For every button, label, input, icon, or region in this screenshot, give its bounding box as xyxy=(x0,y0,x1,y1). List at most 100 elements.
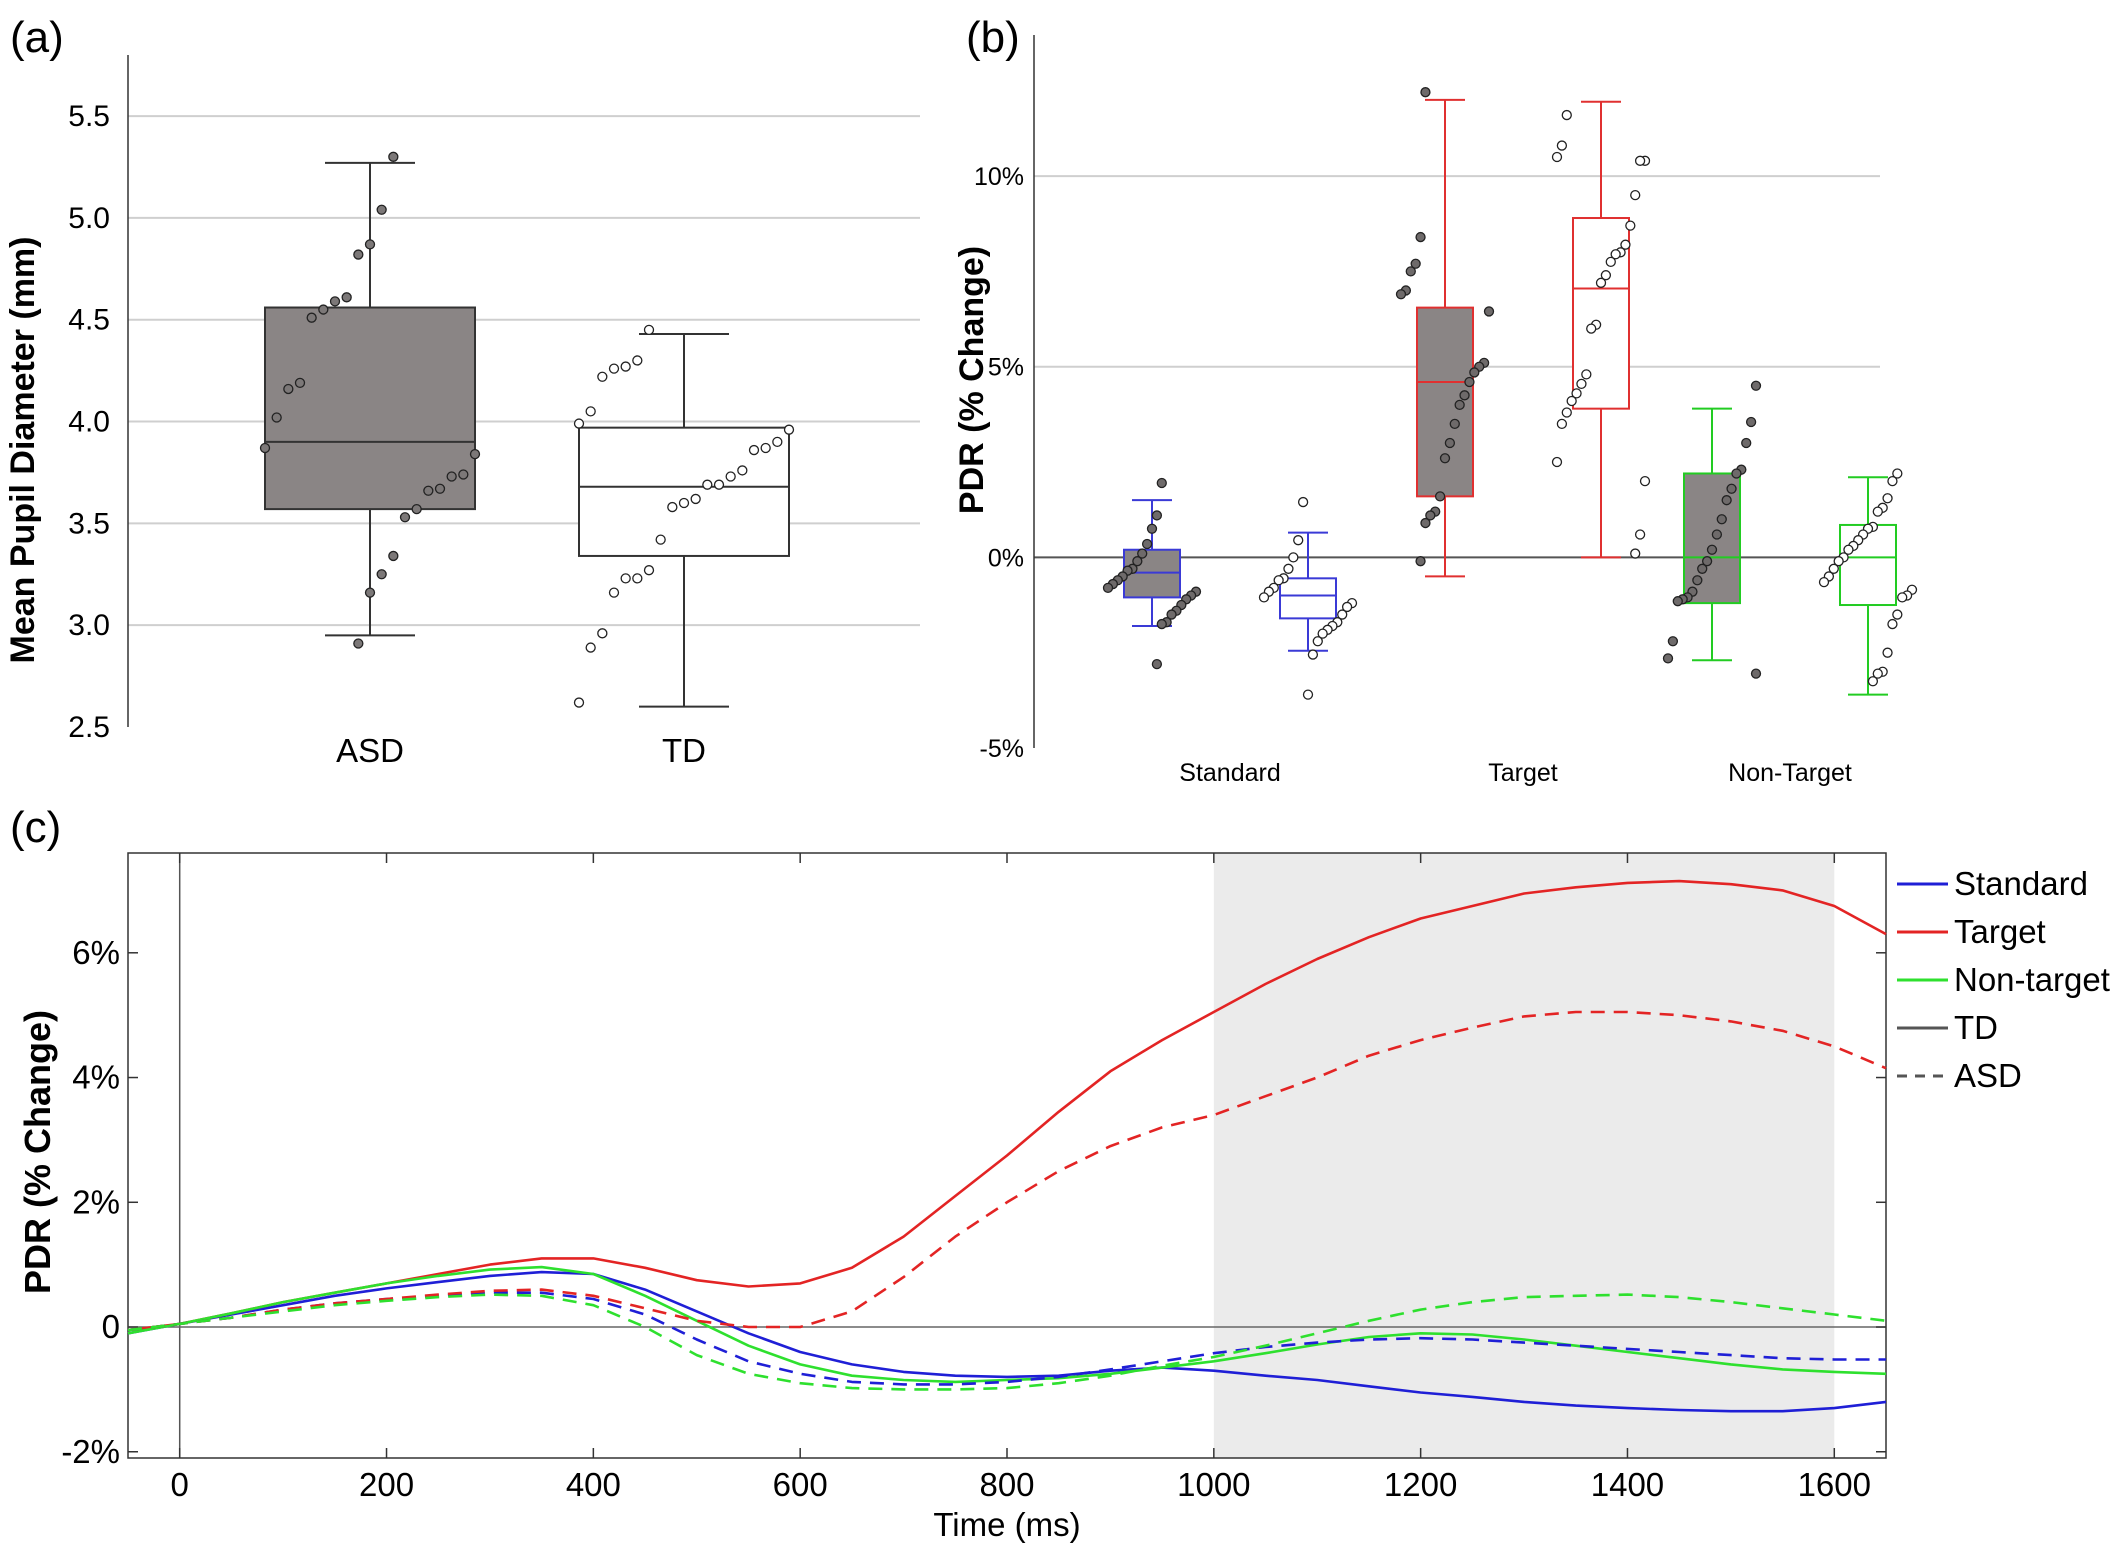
panel-b-data-point xyxy=(1146,523,1158,534)
panel-c-x-tick-label: 200 xyxy=(359,1466,414,1503)
panel-b-data-point xyxy=(1341,601,1353,613)
panel-c-series-lines xyxy=(127,879,1887,1413)
panel-a-data-point xyxy=(411,503,422,515)
panel-b-data-point xyxy=(1692,575,1703,586)
panel-a-data-point xyxy=(353,638,364,649)
panel-a-data-point xyxy=(283,383,294,395)
panel-c-legend-label: Non-target xyxy=(1954,961,2110,998)
panel-a-boxes xyxy=(264,161,790,708)
panel-c-x-tick-label: 1400 xyxy=(1591,1466,1664,1503)
panel-b-data-point xyxy=(1833,556,1844,567)
panel-a-data-point xyxy=(585,642,596,653)
panel-c-shaded-region xyxy=(1213,853,1835,1458)
panel-a-y-tick-label: 2.5 xyxy=(68,711,110,744)
panel-a-data-point xyxy=(702,479,713,490)
panel-b-data-point xyxy=(1425,510,1436,521)
panel-a-data-point xyxy=(632,355,643,366)
panel-a-data-point xyxy=(329,296,341,307)
panel-b-data-point xyxy=(1258,592,1270,603)
panel-c-shaded-window xyxy=(1213,853,1835,1458)
panel-b-data-point xyxy=(1605,256,1616,268)
panel-b-data-point xyxy=(1667,636,1679,647)
panel-b-data-point xyxy=(1288,552,1299,563)
panel-a-data-point xyxy=(713,479,725,490)
panel-b-data-point xyxy=(1897,592,1908,603)
panel-b-data-point xyxy=(1156,477,1167,489)
panel-c-x-axis-title: Time (ms) xyxy=(933,1506,1080,1543)
panel-a-data-point xyxy=(573,418,585,429)
panel-b-data-point xyxy=(1283,563,1294,574)
panel-a-data-point xyxy=(737,465,748,476)
panel-a-points xyxy=(259,151,795,708)
panel-a-gridlines xyxy=(128,115,920,627)
panel-b-data-point xyxy=(1556,418,1568,430)
panel-a-data-point xyxy=(620,573,631,584)
panel-b-data-point xyxy=(1701,556,1713,567)
panel-a-x-tick-label: ASD xyxy=(336,732,404,769)
panel-b-data-point xyxy=(1410,258,1421,269)
panel-b-data-point xyxy=(1867,676,1879,687)
panel-a-data-point xyxy=(632,573,643,584)
panel-b-data-point xyxy=(1625,220,1636,231)
panel-b-boxes xyxy=(1123,98,1897,696)
panel-c-x-tick-label: 1000 xyxy=(1177,1466,1250,1503)
panel-c-y-tick-label: 2% xyxy=(72,1183,120,1220)
panel-b-data-point xyxy=(1561,407,1572,418)
panel-c-x-tick-label: 0 xyxy=(171,1466,189,1503)
panel-a-y-tick-label: 5.5 xyxy=(68,100,110,133)
panel-b-data-point xyxy=(1750,668,1762,679)
panel-b-data-point xyxy=(1721,495,1732,506)
panel-a-data-point xyxy=(399,512,411,523)
panel-c: (c) 0 200 400 600 800 1000 1200 1400 1600 -2% 0 2% 4… xyxy=(10,803,2110,1543)
panel-c-x-tick-label: 1200 xyxy=(1384,1466,1457,1503)
panel-b-data-point xyxy=(1818,576,1830,588)
panel-b-y-tick-label: 10% xyxy=(974,163,1024,191)
panel-b-data-point xyxy=(1697,563,1708,574)
panel-a-y-tick-label: 4.0 xyxy=(68,406,110,439)
panel-c-line-standard-td xyxy=(127,1270,1887,1413)
panel-b-data-point xyxy=(1595,277,1607,288)
panel-b-box xyxy=(1416,306,1474,498)
panel-b-data-point xyxy=(1273,575,1284,586)
panel-a-data-point xyxy=(318,304,329,315)
panel-c-y-axis-title: PDR (% Change) xyxy=(17,1010,58,1294)
panel-b-data-point xyxy=(1882,493,1893,504)
panel-b: (b) PDR (% Change) -5% 0% 5% 10% Standard Tar… xyxy=(953,13,1918,787)
panel-a-data-point xyxy=(458,469,469,480)
panel-a-data-point xyxy=(376,569,387,580)
panel-a-data-point xyxy=(608,587,620,598)
panel-c-legend: Standard Target Non-target TD ASD xyxy=(1897,865,2110,1094)
panel-b-data-point xyxy=(1449,418,1460,430)
panel-c-y-tick-label: 6% xyxy=(72,934,120,971)
panel-a-data-point xyxy=(341,292,352,303)
panel-c-x-tick-label: 800 xyxy=(979,1466,1034,1503)
panel-c-x-tick-label: 1600 xyxy=(1798,1466,1871,1503)
panel-a-y-tick-label: 3.0 xyxy=(68,609,110,642)
panel-a-data-point xyxy=(725,471,736,482)
panel-b-data-point xyxy=(1459,390,1470,401)
panel-a-data-point xyxy=(760,442,771,454)
panel-b-data-point xyxy=(1132,556,1143,567)
panel-a-data-point xyxy=(259,442,271,454)
panel-b-data-point xyxy=(1464,376,1475,388)
panel-a-data-point xyxy=(620,361,631,372)
panel-c-y-tick-label: -2% xyxy=(61,1433,120,1470)
panel-b-label: (b) xyxy=(966,13,1020,62)
panel-b-data-point xyxy=(1726,483,1737,494)
panel-b-data-point xyxy=(1586,323,1597,334)
panel-b-y-axis-title: PDR (% Change) xyxy=(953,246,991,514)
panel-b-data-point xyxy=(1415,231,1426,243)
panel-b-data-point xyxy=(1434,491,1446,502)
panel-c-y-tick-label: 0 xyxy=(102,1308,120,1345)
panel-a-data-point xyxy=(608,363,620,374)
panel-b-data-point xyxy=(1581,369,1592,380)
panel-c-legend-label: TD xyxy=(1954,1009,1998,1046)
panel-a-data-point xyxy=(353,249,364,260)
panel-b-data-point xyxy=(1634,155,1646,166)
panel-b-y-tick-label: 0% xyxy=(988,544,1024,572)
panel-b-data-point xyxy=(1620,239,1631,250)
panel-a-x-tick-label: TD xyxy=(662,732,706,769)
panel-b-data-point xyxy=(1731,468,1742,479)
panel-a-data-point xyxy=(690,493,701,505)
